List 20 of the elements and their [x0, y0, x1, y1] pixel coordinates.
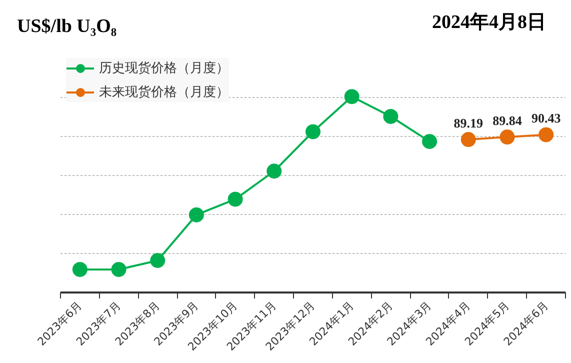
- point: [228, 192, 243, 207]
- legend-label: 历史现货价格（月度）: [99, 60, 229, 77]
- data-label: 89.84: [492, 113, 522, 128]
- point: [150, 253, 166, 268]
- data-label: 89.19: [454, 116, 484, 131]
- chart-subtitle: 2024年4月8日: [432, 11, 547, 35]
- legend-label: 未来现货价格（月度）: [99, 84, 229, 101]
- point: [306, 124, 320, 140]
- point: [538, 127, 554, 142]
- point: [266, 164, 282, 179]
- data-label: 90.43: [531, 110, 562, 126]
- point: [188, 207, 204, 222]
- point: [344, 89, 360, 104]
- point: [500, 130, 515, 144]
- point: [72, 262, 88, 277]
- chart-title: US$/lb U₃O₈: [17, 15, 117, 39]
- point: [111, 262, 126, 277]
- point: [383, 109, 398, 124]
- point: [460, 132, 476, 148]
- point: [422, 134, 438, 149]
